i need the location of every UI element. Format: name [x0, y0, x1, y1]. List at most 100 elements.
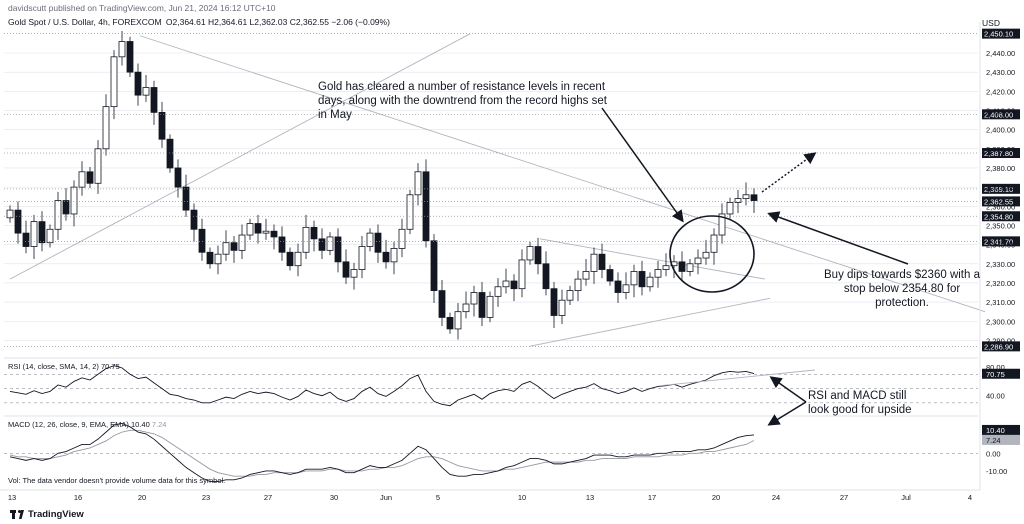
candle-up	[526, 246, 534, 261]
candle-down	[62, 200, 70, 215]
level-label: 2,387.80	[984, 149, 1013, 158]
symbol-name[interactable]: Gold Spot / U.S. Dollar, 4h, FOREXCOM	[8, 17, 162, 27]
candle-up	[486, 295, 494, 318]
candle-down	[230, 242, 238, 251]
time-tick: Jun	[380, 493, 392, 502]
time-tick: 10	[518, 493, 526, 502]
candle-up	[558, 299, 566, 316]
candle-down	[318, 238, 326, 251]
candle-down	[166, 138, 174, 169]
price-tick: 2,320.00	[986, 279, 1015, 288]
level-label-bg	[982, 148, 1020, 159]
grid-lines	[4, 52, 978, 341]
candle-up	[302, 226, 310, 253]
candle-down	[342, 261, 350, 278]
macd-value: 10.40	[986, 426, 1005, 435]
candle-up	[102, 106, 110, 150]
time-tick: 27	[840, 493, 848, 502]
candle-up	[262, 230, 270, 234]
price-tick: 2,340.00	[986, 241, 1015, 250]
candle-down	[174, 167, 182, 188]
currency-label[interactable]: USD	[982, 18, 1000, 28]
time-tick: 13	[8, 493, 16, 502]
price-tick: 2,400.00	[986, 126, 1015, 135]
candle-up	[390, 248, 398, 263]
candle-down	[126, 41, 134, 73]
price-tick: 2,310.00	[986, 298, 1015, 307]
candle-down	[158, 111, 166, 140]
candle-up	[70, 186, 78, 215]
rsi-label[interactable]: RSI (14, close, SMA, 14, 2) 70.75	[8, 362, 120, 371]
level-label-bg	[982, 211, 1020, 222]
rsi-macd-annotation: RSI and MACD still look good for upside	[808, 390, 912, 416]
candle-up	[702, 251, 710, 259]
candle-up	[366, 232, 374, 247]
candle-up	[294, 251, 302, 267]
candle-up	[494, 286, 502, 297]
candle-up	[622, 284, 630, 293]
candle-down	[638, 271, 646, 288]
candle-up	[470, 292, 478, 305]
ohlc-values: O2,364.61 H2,364.61 L2,362.03 C2,362.55 …	[165, 17, 390, 27]
candle-up	[246, 223, 254, 236]
signal-value-bg	[982, 434, 1020, 445]
signal-line	[9, 429, 755, 477]
tradingview-brand[interactable]: TradingView	[10, 509, 84, 520]
candle-down	[286, 251, 294, 267]
time-tick: 20	[712, 493, 720, 502]
candle-down	[534, 246, 542, 265]
candle-up	[686, 263, 694, 272]
candle-down	[14, 209, 22, 234]
price-tick: 2,350.00	[986, 221, 1015, 230]
candle-up	[454, 311, 462, 330]
trend-lines	[9, 33, 986, 347]
price-tick: 2,380.00	[986, 164, 1015, 173]
candle-up	[78, 171, 86, 188]
time-tick: 17	[648, 493, 656, 502]
arrow-projection	[761, 152, 817, 193]
candle-up	[222, 242, 230, 255]
trend-line	[529, 297, 771, 347]
candle-up	[54, 200, 62, 230]
candle-down	[206, 251, 214, 265]
signal-value: 7.24	[986, 436, 1001, 445]
candle-down	[374, 232, 382, 253]
price-tick: 2,300.00	[986, 317, 1015, 326]
trend-line	[139, 35, 986, 313]
candle-down	[422, 171, 430, 242]
level-label: 2,408.00	[984, 110, 1013, 119]
candle-up	[118, 41, 126, 58]
time-tick: 24	[772, 493, 780, 502]
candle-down	[438, 290, 446, 318]
candle-up	[142, 87, 150, 96]
candle-up	[502, 280, 510, 288]
time-axis: 13 16 20 23 27 30 Jun 5 10 13 17 20 24 27 Jul 4	[0, 489, 980, 502]
price-tick: 2,410.00	[986, 106, 1015, 115]
candle-down	[678, 261, 686, 272]
rsi-line	[9, 365, 755, 407]
arrow-to-breakout	[601, 107, 684, 223]
level-label-bg	[982, 196, 1020, 207]
time-tick: 20	[138, 493, 146, 502]
macd-value-bg	[982, 424, 1020, 435]
macd-label[interactable]: MACD (12, 26, close, 9, EMA, EMA) 10.40 …	[8, 420, 167, 429]
candle-up	[726, 202, 734, 215]
candle-up	[574, 278, 582, 291]
candle-down	[446, 317, 454, 330]
trend-line	[9, 33, 471, 280]
candle-up	[694, 257, 702, 265]
candle-up	[630, 271, 638, 286]
candle-up	[46, 228, 54, 244]
arrow-to-macd	[767, 401, 807, 426]
candle-up	[518, 259, 526, 290]
level-label: 2,354.80	[984, 212, 1013, 221]
time-tick: 4	[968, 493, 972, 502]
symbol-line: Gold Spot / U.S. Dollar, 4h, FOREXCOM O2…	[8, 17, 392, 27]
candle-up	[398, 228, 406, 249]
rsi-tick: 80.00	[986, 363, 1005, 372]
candle-down	[510, 280, 518, 290]
candle-up	[326, 236, 334, 251]
level-label: 2,341.70	[984, 237, 1013, 246]
candle-down	[614, 280, 622, 293]
